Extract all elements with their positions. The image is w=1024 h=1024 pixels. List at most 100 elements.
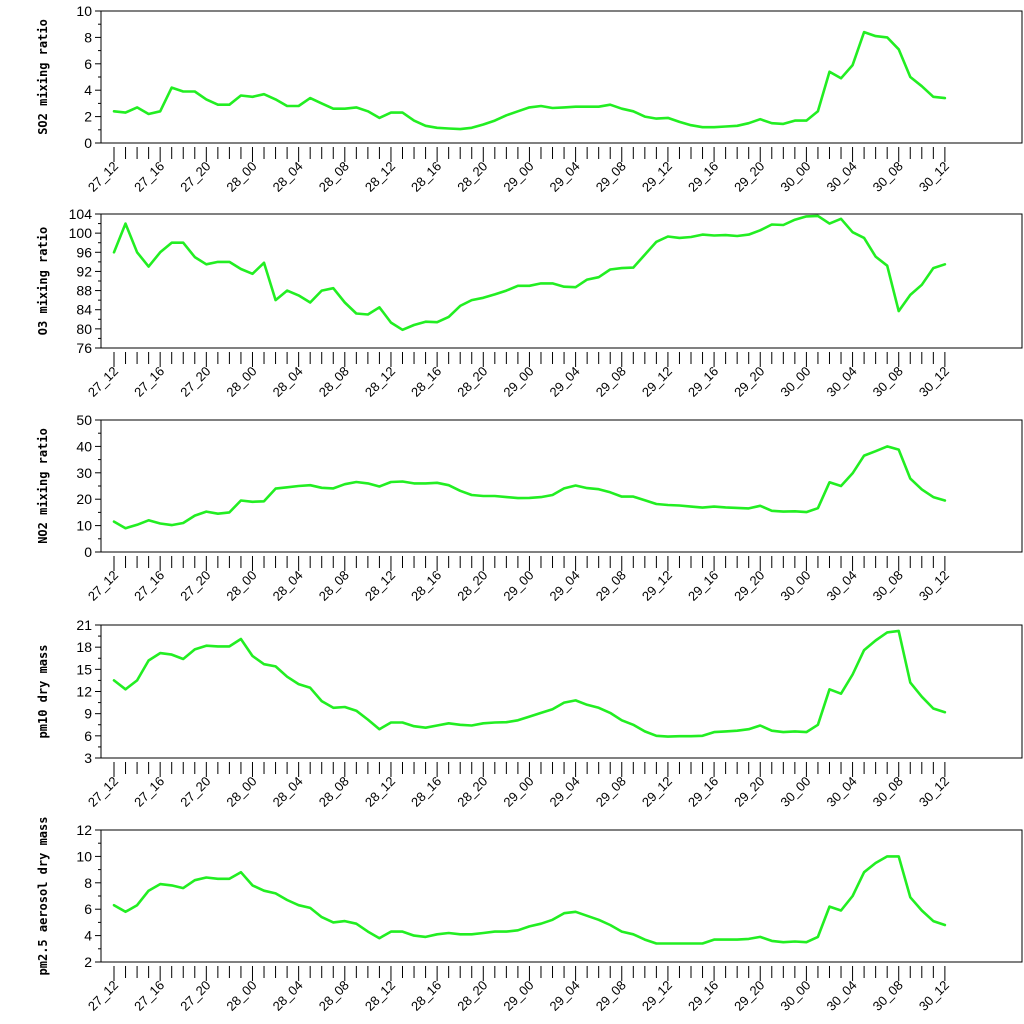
x-tick-label: 27_16	[131, 978, 167, 1014]
x-tick-label: 28_08	[316, 568, 352, 604]
x-tick-label: 29_16	[685, 364, 721, 400]
x-tick-label: 28_04	[270, 978, 306, 1014]
x-tick-label: 30_04	[824, 978, 860, 1014]
x-tick-label: 29_12	[639, 159, 675, 195]
x-tick-label: 29_20	[731, 159, 767, 195]
y-tick-label: 30	[76, 465, 92, 481]
x-tick-label: 28_04	[270, 159, 306, 195]
x-tick-label: 28_20	[454, 159, 490, 195]
x-tick-label: 30_08	[870, 568, 906, 604]
x-tick-label: 29_08	[593, 774, 629, 810]
plot-frame	[100, 10, 1023, 144]
x-tick-label: 28_16	[408, 978, 444, 1014]
x-tick-label: 28_16	[408, 568, 444, 604]
y-tick-label: 96	[76, 244, 92, 260]
x-tick-label: 29_00	[500, 568, 536, 604]
x-tick-label: 30_12	[916, 159, 952, 195]
x-tick-label: 27_12	[85, 978, 121, 1014]
y-tick-label: 6	[84, 56, 92, 72]
x-tick-label: 28_12	[362, 568, 398, 604]
x-tick-label: 29_00	[500, 159, 536, 195]
x-tick-label: 29_12	[639, 774, 675, 810]
panel-1: 0 2 4 6 8 10 SO2 mixing ratio 27_12 27_16 27_20 28…	[36, 3, 1023, 195]
y-tick-label: 12	[76, 822, 92, 838]
x-tick-label: 28_20	[454, 568, 490, 604]
series-line	[112, 629, 947, 738]
y-tick-label: 80	[76, 321, 92, 337]
y-axis-label: SO2 mixing ratio	[36, 19, 50, 135]
x-tick-label: 27_20	[177, 978, 213, 1014]
x-tick-label: 29_04	[547, 364, 583, 400]
x-tick-label: 30_08	[870, 364, 906, 400]
x-tick-label: 29_08	[593, 978, 629, 1014]
y-tick-label: 0	[84, 544, 92, 560]
x-tick-label: 30_12	[916, 568, 952, 604]
x-tick-label: 28_20	[454, 978, 490, 1014]
x-tick-label: 30_08	[870, 978, 906, 1014]
y-axis-label: pm10 dry mass	[36, 645, 50, 739]
series-line	[112, 445, 947, 530]
x-tick-label: 29_12	[639, 568, 675, 604]
x-tick-label: 30_04	[824, 364, 860, 400]
y-tick-label: 21	[76, 617, 92, 633]
x-tick-label: 28_08	[316, 978, 352, 1014]
x-tick-label: 30_00	[777, 364, 813, 400]
y-tick-label: 2	[84, 954, 92, 970]
x-tick-label: 29_04	[547, 568, 583, 604]
x-tick-label: 27_20	[177, 159, 213, 195]
y-tick-label: 3	[84, 750, 92, 766]
y-tick-label: 10	[76, 518, 92, 534]
y-tick-label: 18	[76, 639, 92, 655]
plot-frame	[100, 419, 1023, 553]
panel-2: 76 80 84 88 92 96 100 104 O3 mixing ratio 27_12 27…	[36, 206, 1023, 400]
y-tick-label: 4	[84, 928, 92, 944]
x-tick-label: 28_08	[316, 774, 352, 810]
y-tick-label: 10	[76, 848, 92, 864]
x-tick-label: 30_12	[916, 978, 952, 1014]
x-tick-label: 30_12	[916, 364, 952, 400]
x-tick-label: 30_00	[777, 978, 813, 1014]
x-tick-label: 27_16	[131, 774, 167, 810]
x-tick-label: 29_12	[639, 364, 675, 400]
x-tick-label: 28_00	[223, 159, 259, 195]
x-tick-label: 29_16	[685, 774, 721, 810]
x-tick-label: 29_20	[731, 364, 767, 400]
x-tick-label: 28_16	[408, 159, 444, 195]
x-tick-label: 27_20	[177, 774, 213, 810]
x-tick-label: 30_00	[777, 568, 813, 604]
x-tick-label: 30_04	[824, 159, 860, 195]
x-tick-label: 28_20	[454, 774, 490, 810]
x-tick-label: 29_20	[731, 774, 767, 810]
series-line	[112, 855, 947, 945]
x-tick-label: 29_08	[593, 159, 629, 195]
x-tick-label: 29_00	[500, 364, 536, 400]
x-tick-label: 29_04	[547, 774, 583, 810]
y-tick-label: 2	[84, 109, 92, 125]
x-tick-label: 28_04	[270, 364, 306, 400]
x-tick-label: 29_00	[500, 978, 536, 1014]
y-tick-label: 6	[84, 901, 92, 917]
x-tick-label: 27_12	[85, 364, 121, 400]
panel-5: 2 4 6 8 10 12 pm2.5 aerosol dry mass 27_12 27_16…	[36, 817, 1023, 1014]
x-tick-label: 28_04	[270, 774, 306, 810]
x-tick-label: 27_12	[85, 774, 121, 810]
x-tick-label: 30_12	[916, 774, 952, 810]
y-tick-label: 76	[76, 340, 92, 356]
x-tick-label: 29_20	[731, 568, 767, 604]
x-tick-label: 30_00	[777, 159, 813, 195]
series-line	[112, 30, 947, 131]
x-tick-label: 28_04	[270, 568, 306, 604]
plot-frame	[100, 213, 1023, 349]
y-tick-label: 6	[84, 728, 92, 744]
y-tick-label: 104	[69, 206, 93, 222]
y-tick-label: 40	[76, 438, 92, 454]
x-tick-label: 27_12	[85, 159, 121, 195]
x-tick-label: 29_04	[547, 159, 583, 195]
y-tick-label: 84	[76, 302, 92, 318]
y-axis-label: NO2 mixing ratio	[36, 428, 50, 544]
x-tick-label: 28_12	[362, 774, 398, 810]
x-tick-label: 28_00	[223, 364, 259, 400]
plot-frame	[100, 829, 1023, 963]
x-tick-label: 29_08	[593, 364, 629, 400]
